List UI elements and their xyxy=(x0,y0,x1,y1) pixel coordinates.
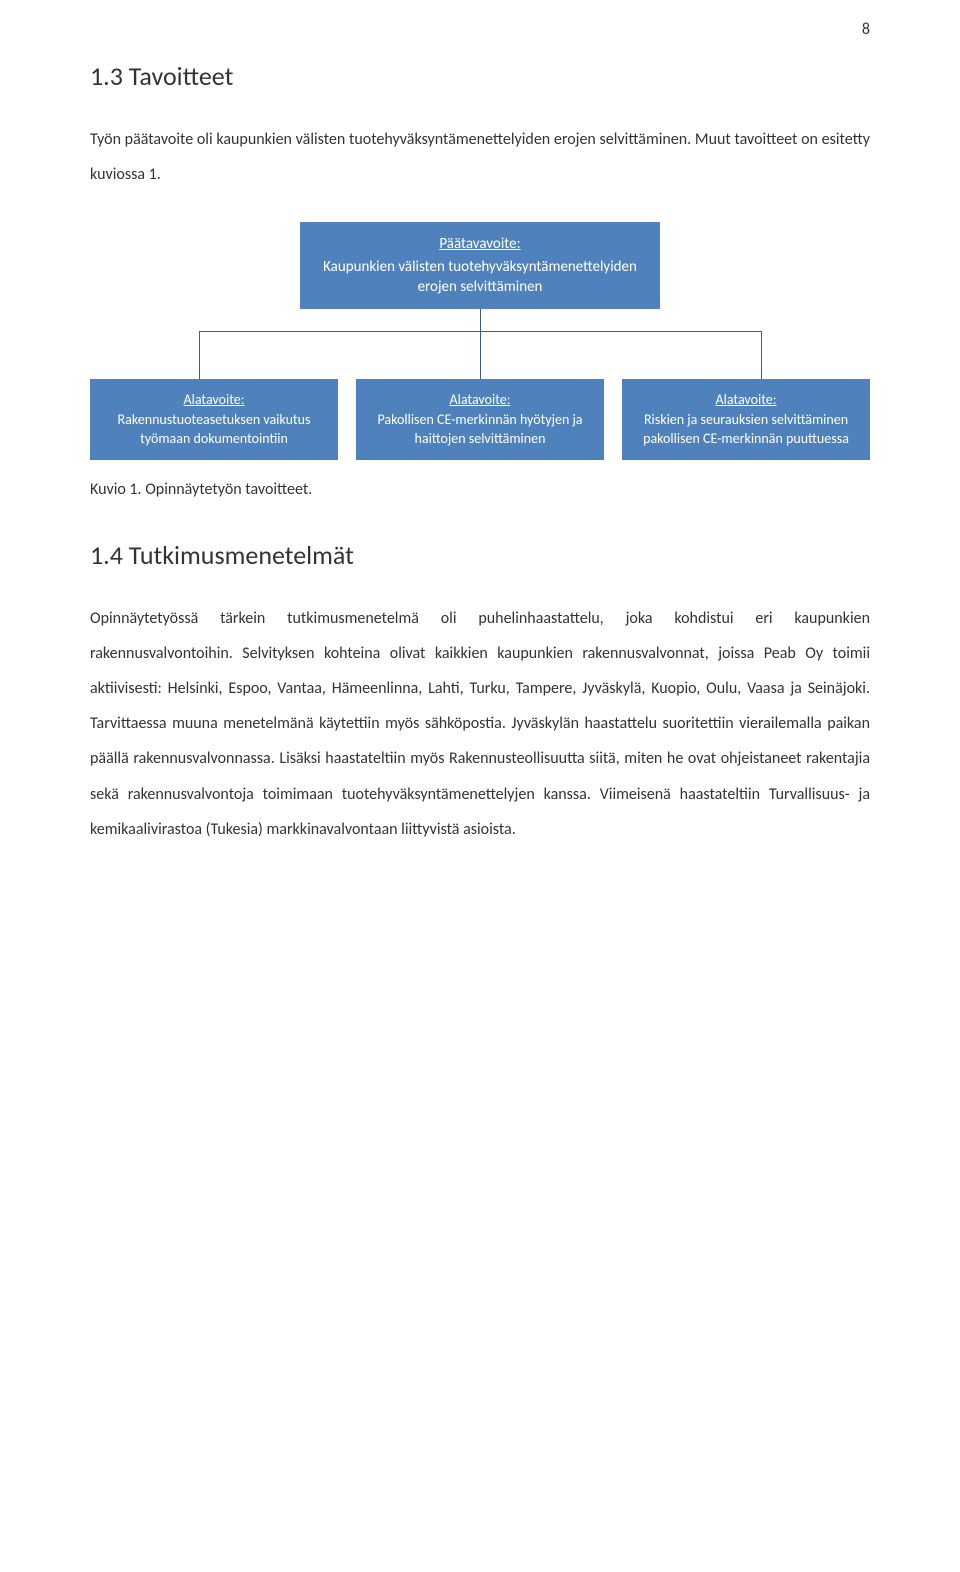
heading-1-3: 1.3 Tavoitteet xyxy=(90,60,870,92)
tree-connector-stub xyxy=(480,309,481,331)
tree-child-text: Riskien ja seurauksien selvittäminen pak… xyxy=(643,411,849,446)
tree-child-text: Pakollisen CE-merkinnän hyötyjen ja hait… xyxy=(377,411,582,446)
goal-tree-chart: Päätavavoite: Kaupunkien välisten tuoteh… xyxy=(90,222,870,459)
document-page: 8 1.3 Tavoitteet Työn päätavoite oli kau… xyxy=(0,0,960,927)
figure-caption: Kuvio 1. Opinnäytetyön tavoitteet. xyxy=(90,480,870,499)
tree-child-text: Rakennustuoteasetuksen vaikutus työmaan … xyxy=(118,411,311,446)
tree-connector-drop xyxy=(761,331,762,379)
tree-root-title: Päätavavoite: xyxy=(314,234,646,254)
tree-root-text: Kaupunkien välisten tuotehyväksyntämenet… xyxy=(323,258,637,296)
tree-child-title: Alatavoite: xyxy=(366,391,594,409)
tree-children-row: Alatavoite: Rakennustuoteasetuksen vaikut… xyxy=(90,379,870,460)
tree-connector-drop xyxy=(480,331,481,379)
tree-connectors xyxy=(90,309,870,379)
page-number: 8 xyxy=(862,20,870,39)
tree-connector-drop xyxy=(199,331,200,379)
tree-child-node: Alatavoite: Pakollisen CE-merkinnän hyöty… xyxy=(356,379,604,460)
tree-child-title: Alatavoite: xyxy=(632,391,860,409)
paragraph-1-4: Opinnäytetyössä tärkein tutkimusmenetelm… xyxy=(90,601,870,847)
tree-child-node: Alatavoite: Riskien ja seurauksien selvit… xyxy=(622,379,870,460)
heading-1-4: 1.4 Tutkimusmenetelmät xyxy=(90,539,870,571)
tree-root-node: Päätavavoite: Kaupunkien välisten tuoteh… xyxy=(300,222,660,309)
tree-child-node: Alatavoite: Rakennustuoteasetuksen vaikut… xyxy=(90,379,338,460)
paragraph-1-3: Työn päätavoite oli kaupunkien välisten … xyxy=(90,122,870,192)
tree-child-title: Alatavoite: xyxy=(100,391,328,409)
